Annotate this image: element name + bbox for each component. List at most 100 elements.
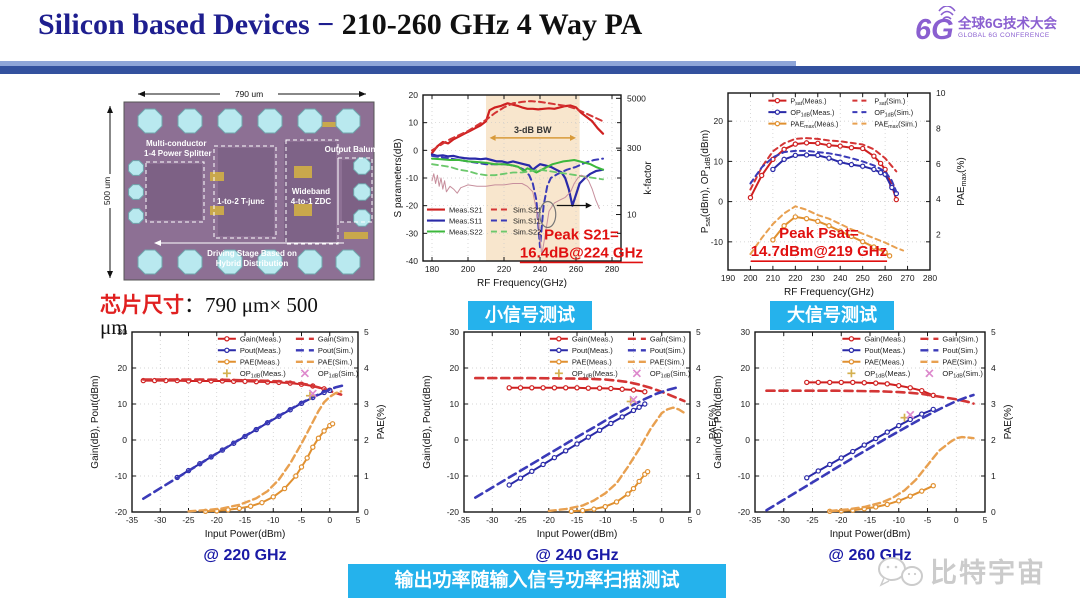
svg-text:Pout(Sim.): Pout(Sim.) xyxy=(318,346,354,355)
svg-text:6: 6 xyxy=(936,159,941,169)
svg-text:PAEmax(%): PAEmax(%) xyxy=(956,157,968,205)
chip-dimension-top: 790 um xyxy=(138,89,366,99)
conference-logo: 6G 全球6G技术大会 GLOBAL 6G CONFERENCE xyxy=(914,6,1057,50)
svg-text:220: 220 xyxy=(788,273,802,283)
svg-text:20: 20 xyxy=(409,90,419,100)
svg-text:-30: -30 xyxy=(406,228,419,238)
svg-text:220: 220 xyxy=(497,264,511,274)
svg-text:4: 4 xyxy=(696,363,701,373)
svg-text:2: 2 xyxy=(991,435,996,445)
svg-text:210: 210 xyxy=(766,273,780,283)
logo-line-cn: 全球6G技术大会 xyxy=(958,16,1058,31)
chip-micrograph: 790 um 500 um Multi-conductor 1-4 Power … xyxy=(102,89,375,281)
svg-text:Pout(Meas.): Pout(Meas.) xyxy=(572,346,613,355)
svg-text:0: 0 xyxy=(954,515,959,525)
svg-text:Gain(Sim.): Gain(Sim.) xyxy=(942,335,978,344)
svg-text:200: 200 xyxy=(461,264,475,274)
header-divider-dark xyxy=(0,66,1080,74)
svg-text:-10: -10 xyxy=(406,173,419,183)
svg-text:1: 1 xyxy=(991,471,996,481)
svg-text:Wideband: Wideband xyxy=(292,187,330,196)
svg-text:RF Frequency(GHz): RF Frequency(GHz) xyxy=(784,287,874,298)
svg-text:-35: -35 xyxy=(749,515,762,525)
svg-text:-10: -10 xyxy=(267,515,280,525)
svg-text:Gain(dB), Pout(dBm): Gain(dB), Pout(dBm) xyxy=(422,375,433,468)
chip-size-label: 芯片尺寸 xyxy=(100,294,184,317)
svg-text:6G: 6G xyxy=(915,14,954,46)
svg-text:0: 0 xyxy=(122,435,127,445)
svg-text:5: 5 xyxy=(356,515,361,525)
svg-text:0: 0 xyxy=(413,145,418,155)
bottom-banner: 输出功率随输入信号功率扫描测试 xyxy=(348,564,726,598)
chip-dimension-left: 500 um xyxy=(102,106,113,278)
svg-text:30: 30 xyxy=(450,327,460,337)
svg-text:-40: -40 xyxy=(406,256,419,266)
svg-text:-30: -30 xyxy=(778,515,791,525)
svg-text:PAEmax(Meas.): PAEmax(Meas.) xyxy=(790,119,838,130)
svg-text:190: 190 xyxy=(721,273,735,283)
chip-size-value: ：790 μm× 500 xyxy=(184,293,318,317)
svg-text:-5: -5 xyxy=(298,515,306,525)
svg-text:230: 230 xyxy=(811,273,825,283)
svg-text:Gain(Meas.): Gain(Meas.) xyxy=(572,335,614,344)
svg-text:PAE(Meas.): PAE(Meas.) xyxy=(572,358,612,367)
svg-text:1: 1 xyxy=(364,471,369,481)
svg-text:5: 5 xyxy=(696,327,701,337)
svg-text:-25: -25 xyxy=(514,515,527,525)
svg-text:Input Power(dBm): Input Power(dBm) xyxy=(537,529,618,540)
svg-text:0: 0 xyxy=(364,507,369,517)
svg-text:-20: -20 xyxy=(211,515,224,525)
svg-text:Gain(dB), Pout(dBm): Gain(dB), Pout(dBm) xyxy=(713,375,724,468)
svg-text:S parameters(dB): S parameters(dB) xyxy=(393,139,404,218)
svg-text:4-to-1 ZDC: 4-to-1 ZDC xyxy=(291,197,332,206)
svg-text:16.4dB@224 GHz: 16.4dB@224 GHz xyxy=(520,244,643,261)
svg-text:1: 1 xyxy=(696,471,701,481)
svg-text:Peak S21=: Peak S21= xyxy=(544,226,619,243)
svg-text:280: 280 xyxy=(605,264,619,274)
svg-text:Driving Stage Based on: Driving Stage Based on xyxy=(207,249,297,258)
tag-large-signal-test: 大信号测试 xyxy=(770,301,894,330)
svg-text:0: 0 xyxy=(718,197,723,207)
svg-text:280: 280 xyxy=(923,273,937,283)
svg-text:20: 20 xyxy=(741,363,751,373)
chip-size-caption: 芯片尺寸：790 μm× 500 xyxy=(100,289,318,319)
svg-text:4: 4 xyxy=(936,194,941,204)
svg-text:OP1dB(Meas.): OP1dB(Meas.) xyxy=(864,369,910,380)
svg-text:RF Frequency(GHz): RF Frequency(GHz) xyxy=(477,278,567,289)
freq-caption-240: @ 240 GHz xyxy=(535,547,619,564)
svg-text:-10: -10 xyxy=(115,471,128,481)
svg-text:8: 8 xyxy=(936,123,941,133)
svg-text:5: 5 xyxy=(688,515,693,525)
svg-text:OP1dB(Meas.): OP1dB(Meas.) xyxy=(572,369,618,380)
svg-text:Sim.S21: Sim.S21 xyxy=(513,205,541,214)
svg-text:0: 0 xyxy=(454,435,459,445)
svg-text:10: 10 xyxy=(118,399,128,409)
svg-text:Output Balun: Output Balun xyxy=(325,145,376,154)
svg-text:20: 20 xyxy=(118,363,128,373)
chip-size-caption-wrap: μm xyxy=(100,315,128,339)
svg-text:2: 2 xyxy=(936,230,941,240)
svg-text:Pout(Sim.): Pout(Sim.) xyxy=(650,346,686,355)
svg-text:-5: -5 xyxy=(924,515,932,525)
svg-text:-35: -35 xyxy=(458,515,471,525)
svg-text:5: 5 xyxy=(364,327,369,337)
svg-text:3-dB BW: 3-dB BW xyxy=(514,125,552,135)
svg-text:-30: -30 xyxy=(154,515,167,525)
page-title-blue: Silicon based Devices − xyxy=(38,8,342,41)
svg-text:30: 30 xyxy=(741,327,751,337)
logo-line-en: GLOBAL 6G CONFERENCE xyxy=(958,31,1050,39)
chart-power-sweep-260ghz: -35 -30 -25 -20 -15 -10 -5 0 5 -20 -10 0 10 20 30 0 1 2 3 4… xyxy=(700,320,1030,548)
svg-text:-25: -25 xyxy=(182,515,195,525)
svg-text:10: 10 xyxy=(409,118,419,128)
chip-block-outlines xyxy=(145,139,373,245)
svg-text:10: 10 xyxy=(936,88,946,98)
svg-text:PAE(Sim.): PAE(Sim.) xyxy=(942,358,977,367)
svg-text:-25: -25 xyxy=(806,515,819,525)
svg-text:Pout(Meas.): Pout(Meas.) xyxy=(864,346,905,355)
svg-text:-15: -15 xyxy=(864,515,877,525)
chip-block-labels: Multi-conductor 1-4 Power Splitter 1-to-… xyxy=(144,139,375,268)
svg-text:-20: -20 xyxy=(115,507,128,517)
svg-text:Pout(Meas.): Pout(Meas.) xyxy=(240,346,281,355)
svg-text:Sim.S11: Sim.S11 xyxy=(513,216,541,225)
svg-text:14.7dBm@219 GHz: 14.7dBm@219 GHz xyxy=(751,243,887,260)
